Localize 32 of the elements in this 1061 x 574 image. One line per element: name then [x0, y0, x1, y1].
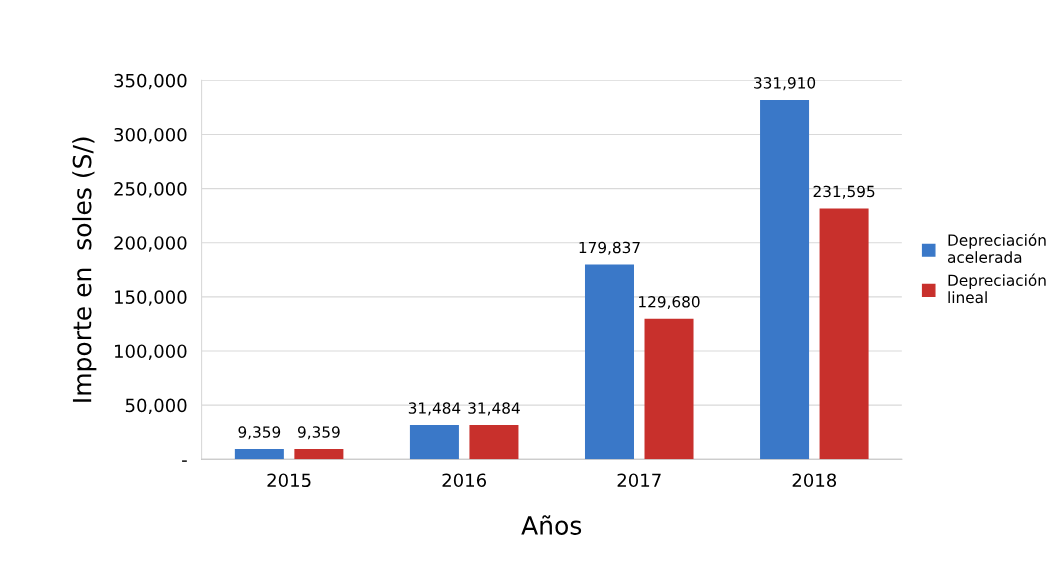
data-label: 331,910 — [754, 77, 816, 91]
y-tick-label: 100,000 — [115, 344, 187, 360]
y-tick-label: 250,000 — [114, 182, 187, 198]
y-tick-label: 350,000 — [114, 73, 187, 90]
bar — [409, 425, 459, 460]
data-label: 31,484 — [408, 402, 461, 416]
legend-label: Depreciación acelerada — [947, 233, 1046, 263]
data-label: 129,680 — [639, 295, 700, 310]
data-label: 9,359 — [238, 426, 281, 440]
x-tick-label: 2016 — [442, 473, 487, 488]
bar — [760, 99, 810, 460]
y-tick-label: 150,000 — [115, 290, 187, 306]
y-axis-title: Importe en soles (S/) — [72, 137, 97, 402]
x-axis-title: Años — [521, 515, 582, 535]
bar — [469, 425, 519, 460]
data-label: 231,595 — [813, 185, 875, 199]
bar — [819, 208, 869, 460]
data-label: 9,359 — [297, 426, 340, 440]
data-label: 179,837 — [579, 241, 640, 255]
legend-label: Depreciación lineal — [948, 273, 1046, 304]
bar — [294, 449, 344, 460]
bar — [584, 264, 634, 460]
x-tick-label: 2018 — [792, 473, 837, 488]
x-tick-label: 2015 — [267, 473, 311, 488]
data-label: 31,484 — [468, 402, 520, 416]
y-tick-label: 200,000 — [114, 236, 187, 252]
bar — [644, 318, 694, 460]
y-tick-label: 300,000 — [114, 127, 187, 144]
y-tick-label: 50,000 — [125, 398, 187, 415]
y-tick-label: - — [182, 460, 187, 462]
bar — [234, 449, 284, 460]
x-tick-label: 2017 — [617, 473, 661, 488]
